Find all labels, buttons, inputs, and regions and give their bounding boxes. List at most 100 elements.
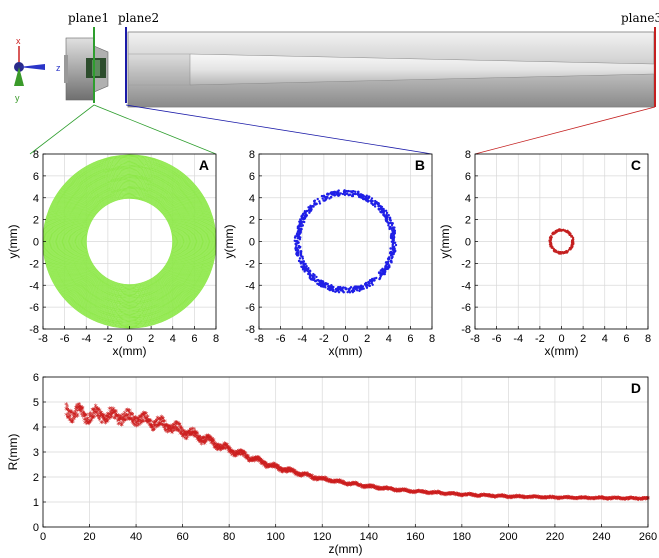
beam-ring bbox=[47, 159, 212, 324]
trajectory-point: * bbox=[130, 412, 134, 421]
beam-particle bbox=[343, 189, 346, 192]
beam-particle bbox=[377, 271, 381, 274]
beam-ring bbox=[74, 186, 185, 297]
beam-particle bbox=[382, 210, 386, 214]
beam-particle bbox=[343, 191, 347, 194]
trajectory-point: * bbox=[92, 406, 96, 415]
trajectory-point: * bbox=[103, 420, 107, 429]
y-axis-label: y(mm) bbox=[222, 225, 236, 259]
trajectory-point: * bbox=[112, 407, 116, 416]
trajectory-point: * bbox=[121, 419, 125, 428]
trajectory-point: * bbox=[142, 410, 146, 419]
beam-ring bbox=[62, 174, 197, 309]
beam-particle bbox=[389, 250, 393, 254]
beam-particle bbox=[318, 202, 322, 205]
trajectory-point: * bbox=[146, 416, 150, 425]
x-tick-label: 100 bbox=[267, 531, 285, 543]
trajectory-point: * bbox=[78, 404, 82, 413]
beam-ring bbox=[46, 158, 213, 325]
beam-ring bbox=[48, 160, 211, 323]
trajectory-point: * bbox=[85, 418, 89, 427]
trajectory-point: * bbox=[139, 420, 143, 429]
trajectory-point: * bbox=[95, 413, 99, 422]
beam-ring bbox=[77, 189, 182, 294]
beam-particle bbox=[385, 213, 388, 216]
trajectory-point: * bbox=[113, 413, 117, 422]
trajectory-point: * bbox=[111, 410, 115, 419]
beam-particle bbox=[381, 208, 384, 211]
x-tick-label: 60 bbox=[176, 531, 188, 543]
x-tick-label: 4 bbox=[386, 333, 392, 345]
beam-particle bbox=[389, 225, 392, 229]
beam-particle bbox=[365, 199, 368, 202]
trajectory-point: * bbox=[103, 419, 107, 428]
trajectory-point: * bbox=[85, 416, 89, 425]
beam-ring bbox=[80, 192, 179, 291]
x-tick-label: -2 bbox=[103, 333, 113, 345]
data-marks bbox=[548, 228, 575, 255]
trajectory-point: * bbox=[90, 414, 94, 423]
trajectory-point: * bbox=[98, 414, 102, 423]
beam-particle bbox=[559, 228, 561, 231]
trajectory-point: * bbox=[76, 401, 80, 410]
trajectory-point: * bbox=[80, 405, 84, 414]
beam-particle bbox=[377, 203, 380, 206]
beam-particle bbox=[300, 216, 304, 219]
x-tick-label: 8 bbox=[429, 333, 435, 345]
beam-ring bbox=[65, 177, 194, 306]
beam-particle bbox=[357, 194, 361, 197]
beam-particle bbox=[389, 219, 392, 222]
trajectory-point: * bbox=[120, 416, 124, 425]
beam-particle bbox=[382, 212, 386, 216]
beam-particle bbox=[388, 216, 392, 219]
plane3-leader bbox=[474, 106, 656, 155]
plane1-leader bbox=[29, 104, 217, 155]
x-tick-label: -4 bbox=[81, 333, 91, 345]
trajectory-point: * bbox=[108, 409, 112, 418]
beam-ring bbox=[85, 197, 174, 286]
trajectory-point: * bbox=[81, 409, 85, 418]
trajectory-point: * bbox=[115, 412, 119, 421]
trajectory-point: * bbox=[118, 413, 122, 422]
trajectory-point: * bbox=[96, 410, 100, 419]
x-tick-label: 240 bbox=[592, 531, 610, 543]
trajectory-point: * bbox=[138, 413, 142, 422]
y-tick-label: -6 bbox=[461, 302, 471, 314]
beam-particle bbox=[296, 250, 299, 253]
beam-ring bbox=[82, 194, 177, 289]
trajectory-point: * bbox=[133, 414, 137, 423]
trajectory-point: * bbox=[72, 414, 76, 423]
beam-particle bbox=[314, 279, 317, 283]
beam-particle bbox=[392, 233, 396, 237]
beam-particle bbox=[364, 281, 368, 285]
beam-ring bbox=[59, 171, 200, 312]
trajectory-point: * bbox=[71, 416, 75, 425]
trajectory-point: * bbox=[86, 419, 90, 428]
trajectory-point: * bbox=[143, 415, 147, 424]
beam-ring bbox=[81, 193, 178, 290]
beam-particle bbox=[300, 255, 304, 258]
trajectory-point: * bbox=[94, 403, 98, 412]
beam-particle bbox=[339, 192, 343, 195]
trajectory-point: * bbox=[99, 409, 103, 418]
plane3-label: plane3 bbox=[621, 11, 659, 25]
beam-particle bbox=[324, 198, 327, 202]
trajectory-point: * bbox=[66, 413, 70, 422]
trajectory-point: * bbox=[127, 416, 131, 425]
beam-particle bbox=[357, 190, 360, 194]
trajectory-point: * bbox=[128, 407, 132, 416]
beam-particle bbox=[298, 257, 302, 260]
beam-ring bbox=[75, 187, 184, 296]
panel-a: -8 -6 -4 -2 0 2 4 6 8 8 6 4 2 0 -2 -4 -6 -8 x(mm) y(mm) A bbox=[6, 149, 219, 358]
beam-particle bbox=[320, 284, 323, 288]
beam-particle bbox=[325, 282, 329, 286]
trajectory-point: * bbox=[97, 412, 101, 421]
trajectory-point: * bbox=[109, 405, 113, 414]
beam-particle bbox=[386, 221, 389, 224]
trajectory-point: * bbox=[97, 407, 101, 416]
trajectory-point: * bbox=[71, 419, 75, 428]
beam-particle bbox=[390, 240, 394, 243]
beam-particle bbox=[556, 251, 559, 254]
trajectory-point: * bbox=[72, 413, 76, 422]
trajectory-point: * bbox=[85, 415, 89, 424]
